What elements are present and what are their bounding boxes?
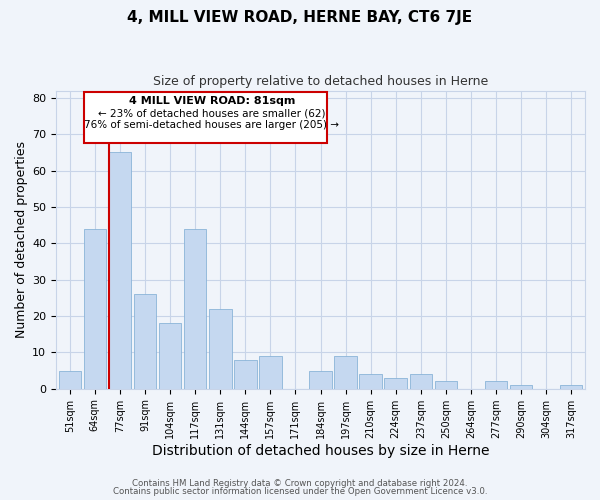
Bar (259, 356, 281, 388)
Bar (83, 228, 106, 388)
FancyBboxPatch shape (84, 92, 327, 144)
Text: 4, MILL VIEW ROAD, HERNE BAY, CT6 7JE: 4, MILL VIEW ROAD, HERNE BAY, CT6 7JE (127, 10, 473, 25)
Text: Contains HM Land Registry data © Crown copyright and database right 2024.: Contains HM Land Registry data © Crown c… (132, 478, 468, 488)
Bar (59, 370, 81, 388)
Bar (209, 308, 232, 388)
Bar (234, 360, 257, 388)
Bar (359, 374, 382, 388)
Title: Size of property relative to detached houses in Herne: Size of property relative to detached ho… (153, 75, 488, 88)
Text: Contains public sector information licensed under the Open Government Licence v3: Contains public sector information licen… (113, 487, 487, 496)
Bar (309, 370, 332, 388)
Y-axis label: Number of detached properties: Number of detached properties (15, 141, 28, 338)
Text: 76% of semi-detached houses are larger (205) →: 76% of semi-detached houses are larger (… (85, 120, 340, 130)
Bar (159, 324, 181, 388)
Bar (184, 228, 206, 388)
Bar (485, 382, 507, 388)
Bar (434, 382, 457, 388)
Bar (385, 378, 407, 388)
Bar (134, 294, 156, 388)
Bar (410, 374, 432, 388)
Bar (510, 385, 532, 388)
Bar (560, 385, 583, 388)
X-axis label: Distribution of detached houses by size in Herne: Distribution of detached houses by size … (152, 444, 489, 458)
Bar (109, 152, 131, 388)
Text: 4 MILL VIEW ROAD: 81sqm: 4 MILL VIEW ROAD: 81sqm (129, 96, 295, 106)
Bar (334, 356, 357, 388)
Text: ← 23% of detached houses are smaller (62): ← 23% of detached houses are smaller (62… (98, 108, 326, 118)
